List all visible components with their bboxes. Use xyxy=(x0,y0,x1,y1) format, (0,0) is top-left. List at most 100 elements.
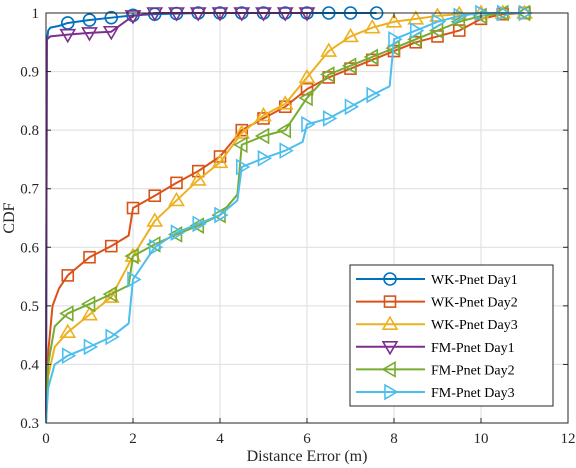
series-marker xyxy=(61,347,77,365)
axis-tick-labels: 0 2 4 6 8 10 12 0.3 0.4 0.5 0.6 0.7 0.8 0.9 1 xyxy=(20,6,575,447)
series-marker xyxy=(211,7,229,22)
series-marker xyxy=(81,306,98,321)
legend: WK-Pnet Day1 WK-Pnet Day2 WK-Pnet Day3 FM-P… xyxy=(349,264,554,407)
series-marker xyxy=(279,142,294,160)
series-marker xyxy=(211,206,226,224)
series-marker xyxy=(124,247,139,265)
series-marker xyxy=(102,285,118,303)
series-marker xyxy=(126,201,140,215)
series-marker xyxy=(235,158,251,176)
legend-marker-fm-pnet-day2 xyxy=(381,361,396,378)
legend-label-wk-pnet-day3: WK-Pnet Day3 xyxy=(431,318,518,333)
legend-marker-wk-pnet-day2 xyxy=(383,295,397,308)
series-marker xyxy=(148,238,164,256)
y-tick-label: 0.6 xyxy=(20,240,39,256)
series-marker xyxy=(191,164,205,178)
series-marker xyxy=(192,215,207,233)
series-marker xyxy=(82,13,97,27)
legend-label-fm-pnet-day1: FM-Pnet Day1 xyxy=(431,341,515,356)
series-marker xyxy=(320,66,335,83)
legend-marker-wk-pnet-day3 xyxy=(381,315,399,331)
x-tick-label: 6 xyxy=(303,431,311,447)
series-marker xyxy=(214,206,229,224)
series-line xyxy=(45,12,525,424)
series-marker xyxy=(59,305,74,322)
series-marker xyxy=(298,89,313,107)
series-fm-pnet-day3 xyxy=(45,4,534,424)
axis-ticks xyxy=(45,12,569,424)
series-line xyxy=(45,12,525,424)
x-tick-label: 10 xyxy=(474,431,489,447)
y-tick-label: 0.5 xyxy=(20,299,39,315)
legend-label-fm-pnet-day3: FM-Pnet Day3 xyxy=(431,386,515,401)
series-marker xyxy=(255,7,272,22)
series-marker xyxy=(146,212,164,227)
series-marker xyxy=(105,328,120,346)
series-marker xyxy=(233,124,251,139)
series-marker xyxy=(83,338,99,356)
legend-box xyxy=(349,264,554,407)
series-marker xyxy=(363,19,381,34)
series-marker xyxy=(363,48,379,66)
series-marker xyxy=(146,7,164,22)
x-tick-label: 2 xyxy=(129,431,137,447)
series-marker xyxy=(276,7,294,22)
y-tick-label: 0.9 xyxy=(20,65,39,81)
series-marker xyxy=(301,115,316,133)
x-tick-label: 12 xyxy=(561,431,576,447)
legend-label-fm-pnet-day2: FM-Pnet Day2 xyxy=(431,363,515,378)
series-marker xyxy=(254,127,270,145)
series-marker xyxy=(59,323,77,339)
legend-label-wk-pnet-day1: WK-Pnet Day1 xyxy=(431,273,518,288)
series-wk-pnet-day2 xyxy=(45,6,531,424)
series-marker xyxy=(431,13,447,31)
legend-marker-wk-pnet-day1 xyxy=(383,272,397,286)
series-marker xyxy=(366,86,381,104)
series-marker xyxy=(104,10,119,25)
series-marker xyxy=(298,68,316,84)
series-marker xyxy=(409,22,425,39)
series-marker xyxy=(189,171,207,186)
y-tick-label: 1 xyxy=(32,6,40,22)
y-axis-label: CDF xyxy=(1,202,18,233)
series-marker xyxy=(170,176,183,190)
series-marker xyxy=(233,136,248,154)
series-marker xyxy=(168,191,185,207)
series-marker xyxy=(385,13,403,28)
series-marker xyxy=(407,10,425,25)
y-tick-label: 0.7 xyxy=(20,182,39,198)
series-marker xyxy=(127,271,142,288)
series-marker xyxy=(320,42,338,57)
x-tick-label: 8 xyxy=(390,431,398,447)
series-marker xyxy=(81,27,98,42)
series-marker xyxy=(233,7,251,22)
series-marker xyxy=(257,149,273,167)
series-marker xyxy=(124,10,142,25)
x-axis-label: Distance Error (m) xyxy=(247,448,368,465)
series-marker xyxy=(59,28,77,44)
series-marker xyxy=(322,110,338,127)
legend-marker-fm-pnet-day1 xyxy=(381,340,399,356)
x-tick-label: 4 xyxy=(216,431,224,447)
series-marker xyxy=(450,13,466,31)
series-line xyxy=(45,12,525,424)
series-marker xyxy=(170,224,186,242)
series-marker xyxy=(255,106,272,122)
series-marker xyxy=(83,250,96,264)
series-marker xyxy=(211,153,229,169)
series-marker xyxy=(453,7,468,25)
series-marker xyxy=(388,30,403,48)
series-marker xyxy=(168,7,185,22)
series-marker xyxy=(104,239,118,253)
series-marker xyxy=(298,7,316,22)
series-marker xyxy=(189,7,207,22)
series-marker xyxy=(148,189,162,203)
series-marker xyxy=(341,57,357,75)
series-line xyxy=(45,12,525,424)
series-marker xyxy=(102,25,120,41)
series-marker xyxy=(276,95,294,110)
x-tick-label: 0 xyxy=(42,431,50,447)
y-tick-label: 0.8 xyxy=(20,123,39,139)
legend-marker-fm-pnet-day3 xyxy=(384,383,399,401)
